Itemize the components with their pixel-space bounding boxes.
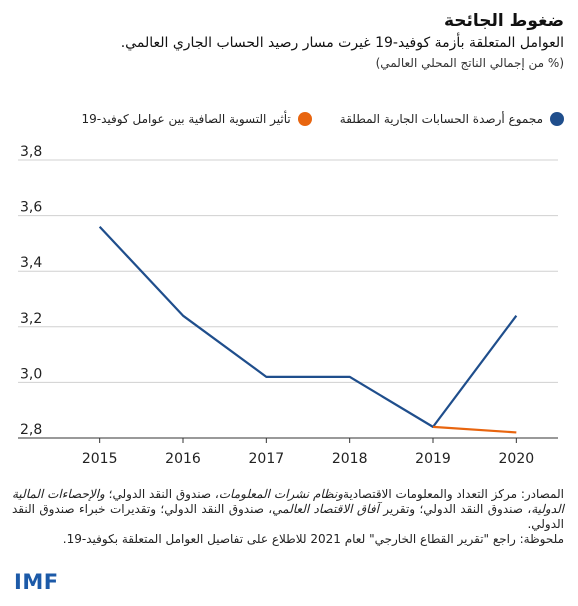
x-tick-label: 2019 (415, 451, 451, 467)
y-axis-ticks: 2,8 3,0 3,2 3,4 3,6 3,8 (20, 144, 42, 438)
x-tick-label: 2018 (332, 451, 368, 467)
series-line-covid-netting (432, 425, 517, 434)
sources-part-5: ، صندوق النقد الدولي؛ وتقرير (383, 502, 532, 516)
sources-part-7: ، صندوق النقد الدولي؛ وتقديرات خبراء صند… (12, 502, 564, 531)
sources-part-2: ونظام نشرات المعلومات (218, 487, 344, 501)
sources-part-3: ، صندوق النقد الدولي؛ (108, 487, 219, 501)
grid-lines (18, 159, 558, 439)
legend-dot-series1 (550, 112, 564, 126)
chart-header: ضغوط الجائحة العوامل المتعلقة بأزمة كوفي… (14, 10, 564, 72)
y-tick-label: 3,2 (20, 311, 42, 327)
sources-text: المصادر: مركز التعداد والمعلومات الاقتصا… (12, 487, 564, 532)
legend-label-series1: مجموع أرصدة الحسابات الجارية المطلقة (339, 112, 543, 126)
y-tick-label: 2,8 (20, 422, 42, 438)
sources-part-4: والإحصاءات المالية الدولية (12, 487, 564, 516)
line-chart: 2,83,03,23,43,63,8 2015 2016 2017 2018 2019 2… (18, 144, 558, 467)
sources-part-6: آفاق الاقتصاد العالمي (272, 502, 379, 516)
x-tick-label: 2020 (499, 451, 535, 467)
legend-item-series1: مجموع أرصدة الحسابات الجارية المطلقة (340, 112, 564, 126)
chart-title: ضغوط الجائحة (443, 11, 564, 31)
x-tick-label: 2015 (82, 451, 118, 467)
sources-part-1: المصادر: مركز التعداد والمعلومات الاقتصا… (343, 487, 564, 501)
legend-item-series2: تأثير التسوية الصافية بين عوامل كوفيد-19 (81, 112, 312, 126)
y-tick-label: 3,8 (20, 144, 42, 160)
y-tick-label: 3,4 (20, 255, 42, 271)
note-text: ملحوظة: راجع "تقرير القطاع الخارجي" لعام… (62, 532, 564, 546)
y-tick-label: 3,0 (20, 366, 42, 382)
x-axis-ticks: 2015 2016 2017 2018 2019 2020 (82, 438, 534, 467)
x-tick-label: 2016 (165, 451, 201, 467)
legend-dot-series2 (297, 112, 312, 126)
legend-label-series2: تأثير التسوية الصافية بين عوامل كوفيد-19 (81, 112, 291, 126)
chart-notes: المصادر: مركز التعداد والمعلومات الاقتصا… (12, 487, 564, 547)
legend: مجموع أرصدة الحسابات الجارية المطلقة تأث… (53, 112, 564, 126)
series-line-current-account (98, 225, 518, 428)
imf-logo: IMF (14, 570, 59, 594)
chart-units: (% من إجمالي الناتج المحلي العالمي) (375, 56, 564, 70)
series-lines (98, 225, 518, 434)
x-tick-label: 2017 (249, 451, 285, 467)
chart-subtitle: العوامل المتعلقة بأزمة كوفيد-19 غيرت مسا… (120, 35, 564, 51)
y-tick-label: 3,6 (20, 200, 42, 216)
